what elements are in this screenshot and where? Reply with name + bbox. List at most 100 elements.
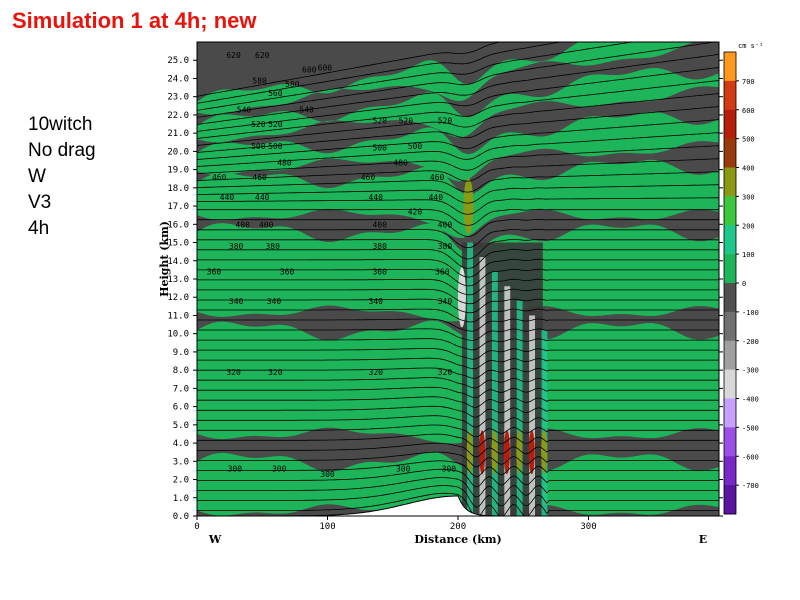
colorbar-segment (724, 80, 736, 111)
isentrope (197, 197, 719, 215)
contour-label: 600 (318, 64, 333, 73)
contour-label: 440 (429, 193, 444, 202)
contour-label: 580 (252, 76, 267, 85)
y-tick-label: 10.0 (167, 330, 189, 340)
wave-column (529, 315, 535, 516)
contour-label: 320 (268, 368, 283, 377)
colorbar-label: 100 (742, 251, 755, 259)
contour-label: 340 (438, 297, 453, 306)
isentrope (197, 348, 719, 360)
contour-label: 440 (220, 193, 235, 202)
contour-label: 600 (302, 65, 317, 74)
y-tick-label: 12.0 (167, 293, 189, 303)
y-tick-label: 25.0 (167, 56, 189, 66)
wave-column (516, 300, 523, 516)
wave-column (467, 242, 474, 516)
y-tick-label: 4.0 (173, 439, 189, 449)
colorbar-label: -600 (742, 453, 759, 461)
colorbar-segment (724, 167, 736, 197)
contour-label: 380 (438, 242, 453, 251)
isentrope (197, 248, 719, 269)
shaded-band (197, 42, 696, 115)
contour-label: 300 (272, 465, 287, 474)
shaded-band (197, 320, 719, 444)
contour-label: 440 (255, 193, 270, 202)
colorbar-label: 400 (742, 165, 755, 173)
wave-column (479, 257, 486, 516)
y-tick-label: 24.0 (167, 74, 189, 84)
colorbar-label: 0 (742, 280, 746, 288)
contour-label: 320 (438, 368, 453, 377)
isentrope (197, 468, 719, 488)
colorbar-label: 600 (742, 107, 755, 115)
contour-label: 480 (393, 158, 408, 167)
isentrope (197, 298, 719, 314)
y-tick-label: 5.0 (173, 421, 189, 431)
contour-label: 320 (226, 368, 241, 377)
contour-label: 460 (430, 173, 445, 182)
isentrope (197, 477, 719, 498)
contour-label: 300 (320, 470, 335, 479)
colorbar-segment (724, 109, 736, 140)
isentrope (197, 377, 719, 389)
colorbar-segment (724, 52, 736, 82)
note-line: V3 (28, 192, 52, 213)
isentrope (197, 386, 719, 398)
isentrope (197, 405, 719, 418)
colorbar-segment (724, 340, 736, 371)
wave-core (457, 267, 466, 328)
isentrope (197, 278, 719, 296)
contour-label: 500 (268, 142, 283, 151)
isentrope (197, 415, 719, 428)
isentrope (197, 93, 719, 146)
isentrope (197, 367, 719, 379)
y-tick-label: 7.0 (173, 384, 189, 394)
contour-label: 620 (255, 51, 270, 60)
contour-label: 400 (438, 220, 453, 229)
contour-label: 360 (207, 268, 222, 277)
contour-label: 500 (408, 142, 423, 151)
contour-label: 400 (235, 220, 250, 229)
colorbar-segment (724, 427, 736, 457)
y-tick-label: 22.0 (167, 111, 189, 121)
isentrope (197, 67, 719, 132)
isentrope (197, 42, 564, 104)
contour-label: 400 (259, 220, 274, 229)
isentrope (197, 171, 719, 193)
y-tick-label: 23.0 (167, 93, 189, 103)
note-line: 4h (28, 218, 50, 239)
y-axis: 0.0 1.0 2.0 3.0 4.0 5.0 6.0 7.0 8.0 9.0 10.0 11.0 12… (167, 56, 723, 522)
shaded-band (197, 223, 719, 322)
colorbar-segment (724, 254, 736, 284)
isentrope (197, 106, 719, 153)
isentrope (197, 218, 719, 237)
y-tick-label: 1.0 (173, 494, 189, 504)
y-tick-label: 8.0 (173, 366, 189, 376)
y-tick-label: 19.0 (167, 166, 189, 176)
y-tick-label: 17.0 (167, 202, 189, 212)
y-tick-label: 9.0 (173, 348, 189, 358)
colorbar-segment (724, 283, 736, 313)
note-line: 10witch (28, 114, 93, 135)
contour-label: 460 (361, 173, 376, 182)
contour-label: 520 (251, 120, 266, 129)
contour-label: 500 (372, 144, 387, 153)
isentrope (197, 258, 719, 278)
isentrope (197, 132, 719, 167)
isentrope (197, 54, 719, 125)
wave-column (491, 271, 498, 516)
colorbar-unit: cm s⁻¹ (738, 42, 763, 50)
y-tick-label: 11.0 (167, 311, 189, 321)
contour-label: 360 (280, 268, 295, 277)
isentrope (197, 328, 719, 341)
shaded-band (197, 111, 719, 182)
contour-label: 460 (252, 173, 267, 182)
isentrope (197, 442, 719, 458)
y-tick-label: 2.0 (173, 476, 189, 486)
isentrope (197, 460, 719, 478)
isentrope (197, 238, 719, 260)
y-tick-label: 15.0 (167, 239, 189, 249)
y-axis-label: Height (km) (158, 221, 171, 297)
